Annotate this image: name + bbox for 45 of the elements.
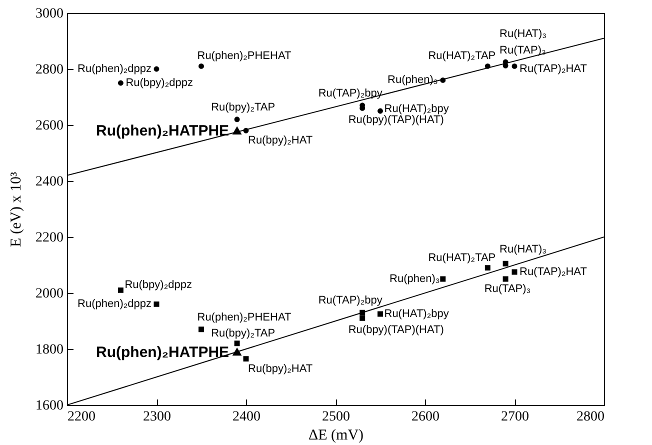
annotation: Ru(bpy)(TAP)(HAT)	[348, 324, 444, 336]
annotation: Ru(phen)₃	[390, 273, 440, 285]
y-tick-label: 2600	[36, 118, 64, 134]
annotation: Ru(bpy)₂HAT	[248, 134, 313, 147]
annotation: Ru(bpy)₂TAP	[211, 327, 276, 340]
annotation: Ru(TAP)₂bpy	[318, 294, 383, 307]
y-tick-label: 3000	[36, 6, 64, 22]
annotation: Ru(phen)₃	[388, 74, 438, 86]
annotation: Ru(bpy)₂dppz	[126, 77, 193, 89]
y-tick-label: 2200	[36, 230, 64, 246]
annotation: Ru(HAT)₂bpy	[384, 103, 450, 115]
y-tick-label: 2800	[36, 62, 64, 78]
annotation: Ru(HAT)₂bpy	[384, 308, 450, 320]
annotation: Ru(TAP)₃	[500, 44, 546, 57]
y-tick-label: 2000	[36, 286, 64, 302]
annotation: Ru(bpy)₂HAT	[248, 362, 313, 375]
annotation: Ru(bpy)₂TAP	[211, 101, 276, 114]
annotation: Ru(TAP)₂HAT	[520, 63, 588, 76]
annotation: Ru(phen)₂PHEHAT	[197, 50, 292, 62]
x-tick-label: 2700	[501, 410, 529, 424]
x-tick-label: 2200	[68, 410, 96, 424]
y-tick-label: 1600	[36, 398, 64, 414]
y-tick-label: 2400	[36, 174, 64, 190]
x-tick-label: 2600	[412, 410, 440, 424]
annotation: Ru(HAT)₂TAP	[428, 50, 496, 62]
y-axis-title: E (eV) x 10³	[8, 172, 24, 247]
annotation: Ru(bpy)(TAP)(HAT)	[348, 114, 444, 126]
x-tick-label: 2400	[232, 410, 260, 424]
annotation: Ru(TAP)₂HAT	[520, 266, 588, 278]
annotation: Ru(phen)₂HATPHE	[96, 344, 230, 361]
annotation: Ru(TAP)₂bpy	[318, 87, 383, 100]
annotation: Ru(HAT)₂TAP	[428, 252, 496, 264]
annotation: Ru(phen)₂HATPHE	[96, 122, 230, 140]
annotation: Ru(phen)₂dppz	[78, 298, 152, 310]
annotation: Ru(HAT)₃	[500, 28, 547, 40]
annotation: Ru(phen)₂PHEHAT	[197, 311, 292, 324]
x-tick-label: 2500	[322, 410, 350, 424]
annotation: Ru(bpy)₂dppz	[124, 279, 192, 292]
annotation: Ru(TAP)₃	[484, 283, 531, 295]
x-axis-title: ΔE (mV)	[308, 428, 364, 444]
y-tick-label: 1800	[36, 342, 64, 358]
annotation: Ru(phen)₂dppz	[78, 63, 152, 75]
x-tick-label: 2300	[143, 410, 171, 424]
x-tick-label: 2800	[576, 410, 604, 424]
annotation: Ru(HAT)₃	[500, 244, 547, 256]
